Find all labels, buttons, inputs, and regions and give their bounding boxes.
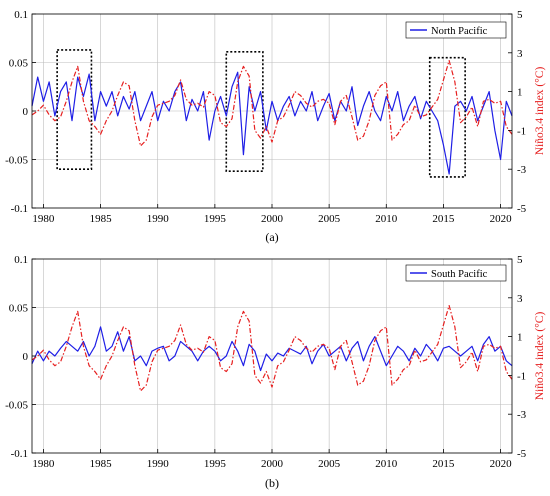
y2-tick-label: -5 — [517, 448, 527, 460]
y-tick-labels-a: -0.1 -0.05 0 0.05 0.1 — [5, 9, 36, 215]
highlight-box — [428, 56, 466, 178]
y-tick-label: 0 — [23, 351, 29, 363]
x-tick-label: 2010 — [375, 213, 398, 225]
y2-tick-label: -1 — [517, 125, 526, 137]
x-tick-label: 1990 — [147, 458, 170, 470]
x-tick-label: 2020 — [490, 458, 513, 470]
series-a — [31, 59, 513, 175]
pacific-line-a — [31, 71, 513, 175]
y2-tick-label: -5 — [517, 203, 527, 215]
x-tick-labels-a: 1980 1985 1990 1995 2000 2005 2010 2015 2020 — [32, 204, 512, 225]
x-tick-label: 2010 — [375, 458, 398, 470]
legend-box-b — [405, 264, 507, 282]
y2-tick-label: 5 — [517, 254, 523, 266]
panel-b: -0.1 -0.05 0 0.05 0.1 -5 -3 -1 1 3 5 1980 1985 1990… — [5, 254, 546, 490]
nino34-line-b — [31, 304, 513, 392]
legend-b: South Pacific — [405, 264, 507, 282]
x-tick-label: 2000 — [261, 213, 284, 225]
x-tick-label: 1995 — [204, 458, 227, 470]
x-tick-label: 1980 — [32, 458, 55, 470]
y-tick-label: 0 — [23, 106, 29, 118]
highlight-boxes-a — [56, 49, 466, 178]
legend-label-b: South Pacific — [431, 269, 488, 280]
x-tick-label: 2015 — [432, 458, 455, 470]
y2-tick-label: -3 — [517, 164, 527, 176]
y2-axis-label-a: Niño3.4 index (°C) — [534, 67, 546, 156]
y-tick-label: 0.05 — [9, 303, 29, 315]
y-tick-label: -0.05 — [5, 400, 28, 412]
x-tick-label: 2005 — [318, 213, 341, 225]
x-tick-label: 1995 — [204, 213, 227, 225]
y-tick-labels-b: -0.1 -0.05 0 0.05 0.1 — [5, 254, 36, 460]
y2-tick-label: 3 — [517, 48, 523, 60]
y-tick-label: 0.1 — [14, 254, 28, 266]
y2-tick-label: 3 — [517, 293, 523, 305]
y2-tick-label: 1 — [517, 332, 523, 344]
y-tick-label: 0.1 — [14, 9, 28, 21]
y2-tick-labels-b: -5 -3 -1 1 3 5 — [508, 254, 527, 460]
x-tick-label: 2020 — [490, 213, 513, 225]
legend-a: North Pacific — [405, 21, 507, 39]
x-tick-label: 2000 — [261, 458, 284, 470]
y-tick-label: -0.1 — [11, 203, 28, 215]
highlight-box — [56, 49, 93, 170]
x-tick-label: 1980 — [32, 213, 55, 225]
y2-tick-label: -3 — [517, 409, 527, 421]
x-tick-label: 2015 — [432, 213, 455, 225]
highlight-box — [225, 51, 264, 172]
x-tick-label: 1985 — [90, 213, 113, 225]
caption-a: (a) — [265, 230, 278, 244]
caption-b: (b) — [265, 476, 279, 490]
series-b — [31, 304, 513, 392]
y2-tick-label: 5 — [517, 9, 523, 21]
x-tick-label: 1990 — [147, 213, 170, 225]
legend-box-a — [405, 21, 507, 39]
x-tick-labels-b: 1980 1985 1990 1995 2000 2005 2010 2015 2020 — [32, 449, 512, 470]
panel-a: -0.1 -0.05 0 0.05 0.1 -5 -3 -1 1 3 5 1980 1985 1990… — [5, 9, 546, 244]
y-tick-label: 0.05 — [9, 58, 29, 70]
y2-tick-label: 1 — [517, 87, 523, 99]
x-tick-label: 1985 — [90, 458, 113, 470]
y-tick-label: -0.1 — [11, 448, 28, 460]
y-tick-label: -0.05 — [5, 155, 28, 167]
nino34-line-a — [31, 59, 513, 147]
x-tick-label: 2005 — [318, 458, 341, 470]
y2-tick-label: -1 — [517, 370, 526, 382]
y2-tick-labels-a: -5 -3 -1 1 3 5 — [508, 9, 527, 215]
legend-label-a: North Pacific — [431, 26, 488, 37]
grid-b — [32, 258, 512, 454]
y2-axis-label-b: Niño3.4 index (°C) — [534, 312, 546, 401]
